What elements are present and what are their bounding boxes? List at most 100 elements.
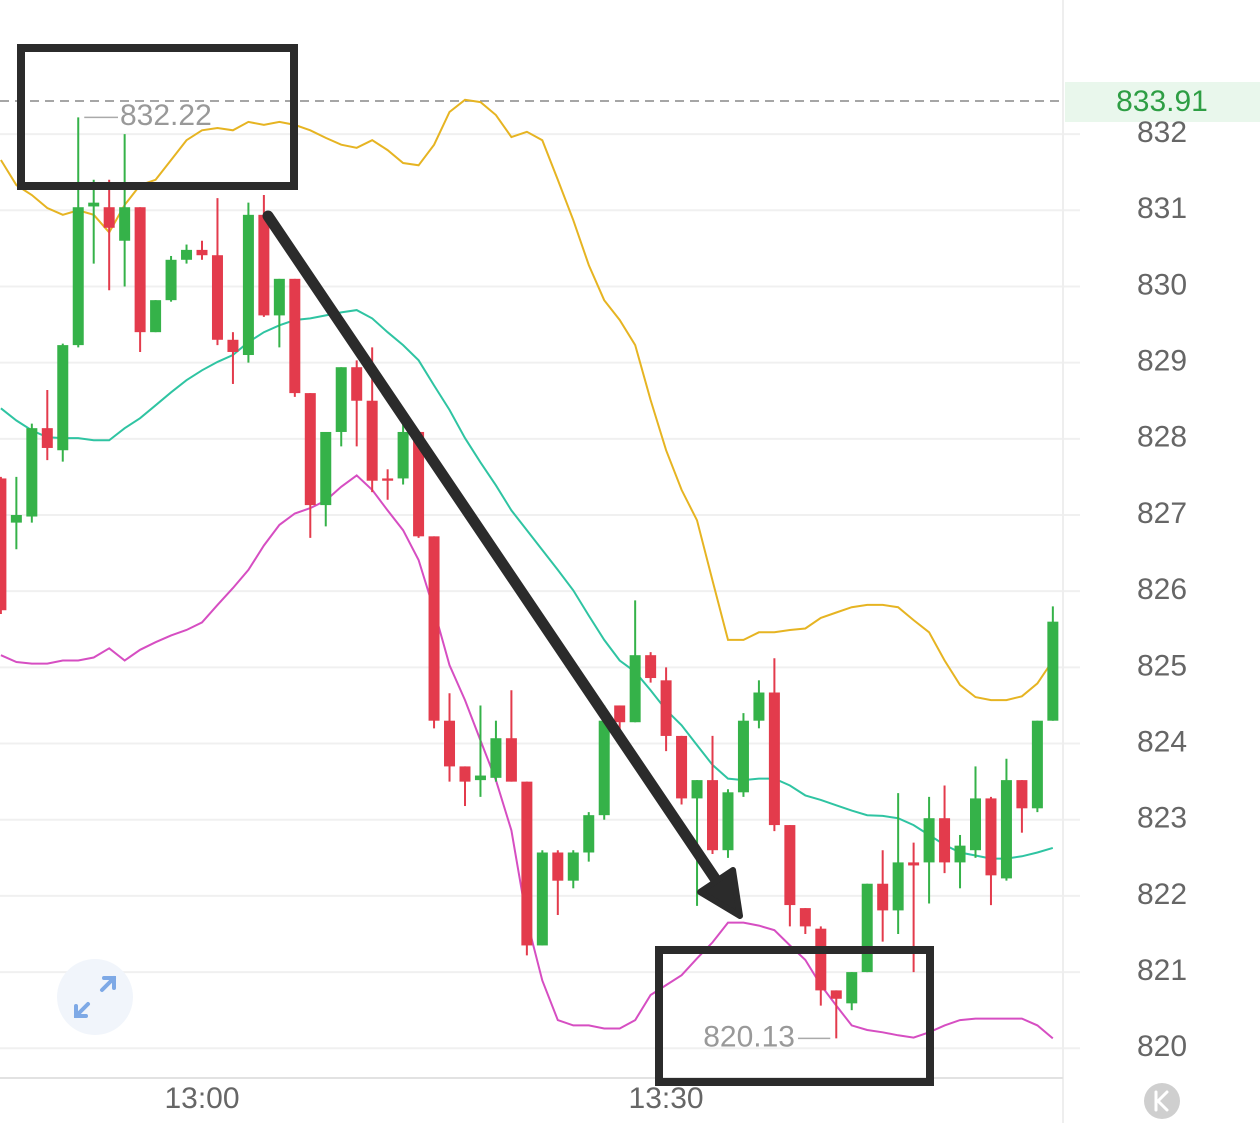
candle-body bbox=[614, 705, 626, 723]
high-label: 832.22 bbox=[120, 99, 212, 132]
candle-body bbox=[181, 249, 193, 260]
candle-body bbox=[737, 720, 749, 793]
candle-body bbox=[691, 780, 703, 799]
candle-body bbox=[923, 818, 935, 863]
last-price: 833.91 bbox=[1116, 85, 1208, 118]
candle-body bbox=[877, 883, 889, 911]
candle-body bbox=[397, 431, 409, 479]
candle-body bbox=[598, 720, 610, 816]
candle-body bbox=[165, 259, 177, 301]
candle-body bbox=[351, 367, 363, 401]
candle-body bbox=[366, 400, 378, 481]
expand-button[interactable] bbox=[57, 959, 133, 1035]
candle-body bbox=[258, 214, 270, 316]
highlight-box bbox=[17, 44, 298, 190]
y-tick-label: 828 bbox=[1137, 421, 1187, 454]
candle-body bbox=[444, 720, 456, 767]
y-tick-label: 832 bbox=[1137, 116, 1187, 149]
candle-body bbox=[242, 214, 254, 356]
candle-body bbox=[289, 278, 301, 394]
candle-body bbox=[474, 775, 486, 781]
candle-body bbox=[799, 908, 811, 927]
candle-body bbox=[985, 798, 997, 876]
candle-body bbox=[552, 852, 564, 881]
candle-body bbox=[57, 345, 69, 451]
candle-body bbox=[676, 735, 688, 799]
candle-body bbox=[134, 207, 146, 333]
y-tick-label: 825 bbox=[1137, 649, 1187, 682]
candle-body bbox=[413, 431, 425, 537]
candle-body bbox=[521, 781, 533, 946]
candle-body bbox=[103, 207, 115, 228]
y-tick-label: 826 bbox=[1137, 573, 1187, 606]
y-tick-label: 821 bbox=[1137, 954, 1187, 987]
candle-body bbox=[505, 738, 517, 782]
candle-body bbox=[72, 207, 84, 346]
candle-body bbox=[753, 692, 765, 721]
y-tick-label: 823 bbox=[1137, 802, 1187, 835]
highlight-box bbox=[655, 946, 934, 1086]
candle-body bbox=[892, 862, 904, 911]
candle-body bbox=[536, 852, 548, 946]
candle-body bbox=[660, 680, 672, 736]
candle-body bbox=[490, 738, 502, 778]
y-tick-label: 820 bbox=[1137, 1030, 1187, 1063]
candle-body bbox=[970, 798, 981, 851]
y-tick-label: 827 bbox=[1137, 497, 1187, 530]
candle-body bbox=[939, 818, 951, 863]
y-tick-label: 831 bbox=[1137, 192, 1187, 225]
candle-body bbox=[784, 825, 796, 906]
candle-body bbox=[629, 655, 641, 723]
candle-body bbox=[304, 393, 316, 506]
y-tick-label: 824 bbox=[1137, 725, 1187, 758]
candle-body bbox=[0, 478, 7, 611]
candle-body bbox=[150, 300, 162, 333]
candle-body bbox=[1016, 780, 1028, 809]
candle-body bbox=[567, 852, 579, 881]
x-tick-label: 13:30 bbox=[629, 1082, 704, 1115]
candle-body bbox=[382, 478, 394, 481]
bollinger-band bbox=[0, 98, 1054, 702]
trend-arrow bbox=[262, 210, 722, 886]
candles bbox=[0, 117, 1059, 1039]
candle-body bbox=[861, 883, 873, 973]
candle-body bbox=[707, 780, 719, 851]
grid bbox=[0, 133, 1080, 1050]
candle-body bbox=[119, 207, 131, 241]
candle-body bbox=[211, 255, 223, 340]
candle-body bbox=[768, 692, 780, 826]
candle-body bbox=[954, 845, 966, 863]
candle-body bbox=[830, 990, 842, 999]
candle-body bbox=[10, 515, 22, 523]
candle-body bbox=[227, 339, 239, 352]
candle-body bbox=[196, 249, 208, 256]
candle-body bbox=[908, 862, 920, 866]
arrow-head bbox=[697, 867, 743, 919]
candle-body bbox=[335, 367, 347, 432]
candle-body bbox=[428, 536, 440, 721]
low-label: 820.13 bbox=[703, 1020, 795, 1053]
candle-body bbox=[273, 278, 285, 316]
candle-body bbox=[1047, 621, 1059, 721]
labels: 820 821 822 823 824 825 826 827 828 829 830 831 832 1… bbox=[84, 99, 1187, 1115]
bollinger-band bbox=[0, 309, 1054, 860]
kline-button[interactable] bbox=[1144, 1083, 1180, 1119]
candle-body bbox=[41, 428, 53, 448]
last-price-badge bbox=[1065, 82, 1260, 122]
candle-body bbox=[722, 792, 734, 851]
y-tick-label: 830 bbox=[1137, 268, 1187, 301]
candle-body bbox=[26, 428, 38, 517]
y-tick-label: 829 bbox=[1137, 345, 1187, 378]
candle-body bbox=[88, 202, 100, 207]
y-tick-label: 822 bbox=[1137, 878, 1187, 911]
candle-body bbox=[1000, 780, 1012, 879]
candle-body bbox=[459, 766, 471, 782]
candle-body bbox=[815, 928, 827, 991]
candle-body bbox=[645, 655, 657, 679]
candle-body bbox=[846, 972, 858, 1004]
candle-body bbox=[583, 815, 595, 853]
x-tick-label: 13:00 bbox=[164, 1082, 239, 1115]
candle-body bbox=[1031, 720, 1043, 809]
